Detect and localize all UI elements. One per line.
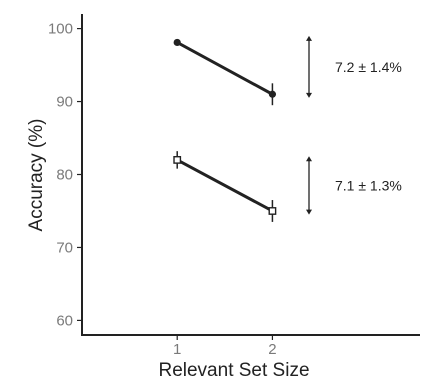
series-layer — [173, 38, 277, 222]
data-point — [268, 90, 277, 98]
y-tick-label: 70 — [56, 239, 73, 256]
data-point — [173, 38, 181, 47]
annotation-arrowhead-up — [306, 35, 312, 41]
annotation-label: 7.1 ± 1.3% — [335, 177, 402, 193]
y-tick-label: 90 — [56, 94, 73, 111]
x-axis-title: Relevant Set Size — [158, 360, 309, 381]
x-tick-label: 2 — [268, 341, 276, 358]
annotation-layer: 7.2 ± 1.4% 7.1 ± 1.3% — [306, 35, 402, 215]
annotation-arrowhead-up — [306, 156, 312, 162]
y-tick-label: 60 — [56, 312, 73, 329]
data-point — [173, 156, 182, 164]
annotation-label: 7.2 ± 1.4% — [335, 59, 402, 75]
x-tick-label: 1 — [173, 341, 181, 358]
series-line — [175, 158, 274, 213]
annotation-arrowhead-down — [306, 209, 312, 215]
data-point — [268, 207, 277, 215]
y-axis-title: Accuracy (%) — [26, 119, 47, 232]
annotation-arrowhead-down — [306, 92, 312, 98]
y-ticks: 60 70 80 90 100 — [48, 21, 82, 329]
y-tick-label: 80 — [56, 167, 73, 184]
series-line — [175, 40, 274, 96]
y-tick-label: 100 — [48, 21, 73, 38]
